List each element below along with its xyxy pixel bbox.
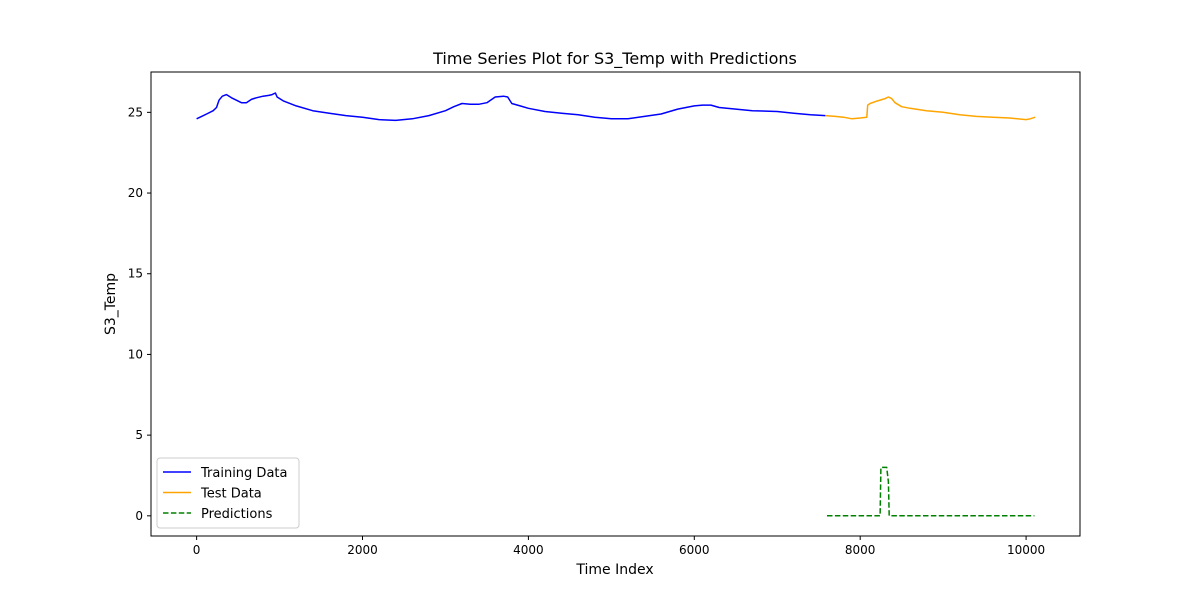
x-tick-label: 6000 bbox=[679, 543, 710, 557]
y-tick-label: 0 bbox=[135, 509, 143, 523]
legend-label: Training Data bbox=[200, 466, 287, 481]
x-axis-ticks: 0 2000 4000 6000 8000 10000 bbox=[193, 536, 1045, 557]
x-tick-label: 8000 bbox=[845, 543, 876, 557]
y-axis-label: S3_Temp bbox=[103, 273, 119, 335]
x-tick-label: 10000 bbox=[1007, 543, 1045, 557]
chart-title: Time Series Plot for S3_Temp with Predic… bbox=[432, 49, 797, 69]
legend: Training Data Test Data Predictions bbox=[156, 457, 300, 529]
series-layer bbox=[196, 92, 1036, 517]
series-line-training-data bbox=[196, 92, 826, 122]
x-tick-label: 4000 bbox=[513, 543, 544, 557]
plot-area-frame bbox=[150, 71, 1081, 537]
series-line-predictions bbox=[827, 466, 1035, 517]
series-line-test-data bbox=[825, 96, 1036, 121]
legend-label: Test Data bbox=[200, 487, 262, 502]
x-axis-label: Time Index bbox=[575, 562, 653, 578]
legend-frame bbox=[156, 457, 300, 529]
legend-entries: Training Data Test Data Predictions bbox=[163, 466, 287, 522]
y-axis-ticks: 0 5 10 15 20 25 bbox=[128, 105, 151, 523]
y-tick-label: 15 bbox=[128, 267, 143, 281]
y-tick-label: 10 bbox=[128, 347, 143, 361]
x-tick-label: 0 bbox=[193, 543, 201, 557]
legend-label: Predictions bbox=[201, 507, 273, 522]
y-tick-label: 5 bbox=[135, 428, 143, 442]
y-tick-label: 25 bbox=[128, 105, 143, 119]
y-tick-label: 20 bbox=[128, 186, 143, 200]
x-tick-label: 2000 bbox=[347, 543, 378, 557]
